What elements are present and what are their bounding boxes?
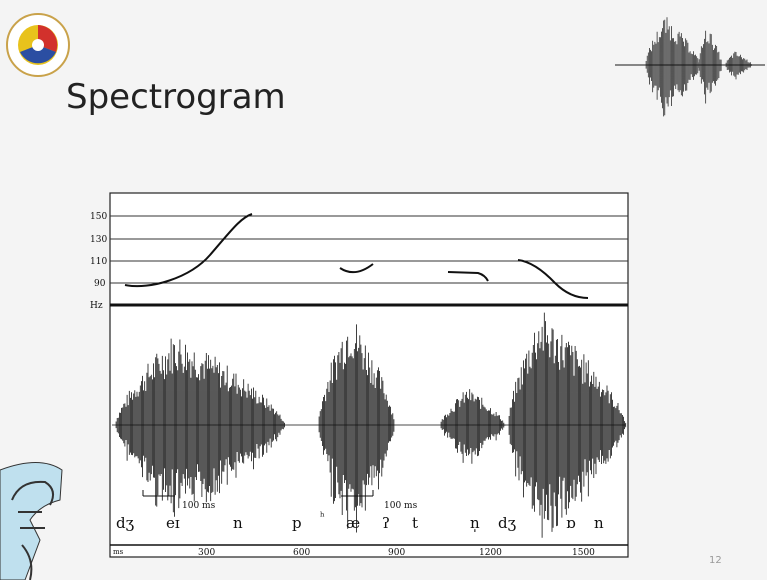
- phone: n̩: [470, 514, 480, 532]
- phone: eɪ: [166, 514, 180, 532]
- phone-labels: dʒ eɪ n p ʰ æ ʔ t n̩ dʒ ɒ n: [116, 510, 604, 532]
- y-tick-label: 110: [90, 257, 107, 267]
- scale-bar-label: 100 ms: [384, 501, 418, 511]
- phone: p: [292, 514, 302, 532]
- pitch-contour: [124, 213, 589, 299]
- y-axis-unit: Hz: [90, 301, 103, 311]
- x-tick-label: 1500: [572, 548, 595, 558]
- figure: [109, 192, 629, 558]
- phone: ʔ: [382, 514, 390, 532]
- waveform-trace: [112, 312, 627, 538]
- phone: ɒ: [566, 514, 576, 532]
- phone: t: [412, 514, 418, 532]
- x-tick-labels: ms 300 600 900 1200 1500: [113, 548, 595, 558]
- phone: dʒ: [498, 514, 517, 532]
- waveform-trace: [615, 17, 765, 117]
- waveform: [112, 312, 627, 538]
- thumbnail-waveform: [615, 17, 765, 117]
- phone: dʒ: [116, 514, 135, 532]
- x-axis-unit: ms: [113, 548, 124, 556]
- y-tick-labels: 150 130 110 90 Hz: [90, 212, 107, 311]
- y-tick-label: 130: [90, 235, 107, 245]
- y-tick-label: 150: [90, 212, 107, 222]
- phone: n: [233, 514, 243, 532]
- x-tick-label: 600: [293, 548, 310, 558]
- phone: ʰ: [320, 510, 325, 523]
- y-tick-label: 90: [94, 279, 106, 289]
- phone: æ: [346, 514, 360, 532]
- logo: [6, 13, 70, 77]
- x-tick-label: 300: [198, 548, 215, 558]
- x-tick-label: 1200: [479, 548, 502, 558]
- slide-title: Spectrogram: [66, 77, 286, 117]
- vocal-tract-illustration: [0, 462, 63, 580]
- scale-bar-label: 100 ms: [182, 501, 216, 511]
- page-number: 12: [709, 555, 722, 566]
- phone: n: [594, 514, 604, 532]
- x-tick-label: 900: [388, 548, 405, 558]
